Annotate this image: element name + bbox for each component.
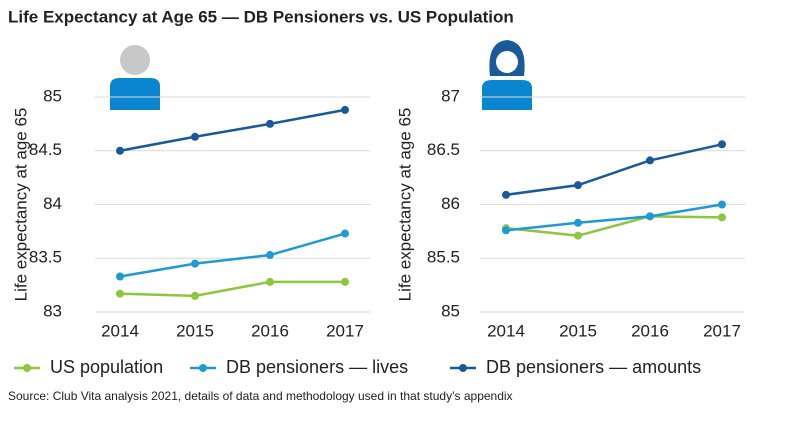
data-point <box>116 289 124 298</box>
x-tick-label: 2016 <box>631 321 669 340</box>
x-tick-label: 2015 <box>176 321 214 340</box>
data-point <box>718 213 726 222</box>
y-tick-label: 85 <box>441 301 460 320</box>
y-tick-label: 83 <box>43 301 62 320</box>
data-point <box>191 291 199 300</box>
legend-marker <box>459 364 467 372</box>
chart-title: Life Expectancy at Age 65 — DB Pensioner… <box>8 7 514 26</box>
y-tick-label: 86 <box>441 194 460 213</box>
data-point <box>341 229 349 238</box>
series-line <box>505 215 723 237</box>
y-tick-label: 85 <box>43 86 62 105</box>
legend-label: DB pensioners — amounts <box>486 357 701 377</box>
x-tick-label: 2014 <box>487 321 525 340</box>
data-point <box>266 119 274 128</box>
y-axis-label: Life expectancy at age 65 <box>395 108 414 302</box>
data-point <box>646 156 654 165</box>
data-point <box>502 190 510 199</box>
data-point <box>574 181 582 190</box>
x-tick-label: 2015 <box>559 321 597 340</box>
y-tick-label: 84 <box>43 194 62 213</box>
data-point <box>574 231 582 240</box>
y-axis-label: Life expectancy at age 65 <box>11 108 30 302</box>
y-tick-label: 86.5 <box>427 140 460 159</box>
data-point <box>341 277 349 286</box>
data-point <box>341 105 349 114</box>
x-tick-label: 2016 <box>251 321 289 340</box>
data-point <box>646 212 654 221</box>
data-point <box>116 272 124 281</box>
data-point <box>191 132 199 141</box>
data-point <box>266 251 274 260</box>
data-point <box>718 140 726 149</box>
legend-marker <box>199 364 207 372</box>
series-line <box>505 143 723 197</box>
data-point <box>502 226 510 235</box>
y-tick-label: 87 <box>441 86 460 105</box>
data-point <box>574 218 582 227</box>
data-point <box>718 200 726 209</box>
x-tick-label: 2017 <box>326 321 364 340</box>
legend-label: DB pensioners — lives <box>226 357 408 377</box>
data-point <box>191 259 199 268</box>
data-point <box>266 277 274 286</box>
y-tick-label: 85.5 <box>427 248 460 267</box>
series-line <box>119 232 346 278</box>
x-tick-label: 2014 <box>101 321 139 340</box>
data-point <box>116 146 124 155</box>
legend-label: US population <box>50 357 163 377</box>
series-line <box>505 203 723 232</box>
series-line <box>119 108 346 152</box>
y-tick-label: 84.5 <box>29 140 62 159</box>
series-line <box>119 280 345 298</box>
source-note: Source: Club Vita analysis 2021, details… <box>8 389 513 403</box>
female-icon <box>482 40 532 110</box>
y-tick-label: 83.5 <box>29 248 62 267</box>
legend-marker <box>23 364 31 372</box>
x-tick-label: 2017 <box>703 321 741 340</box>
male-icon <box>110 45 160 110</box>
